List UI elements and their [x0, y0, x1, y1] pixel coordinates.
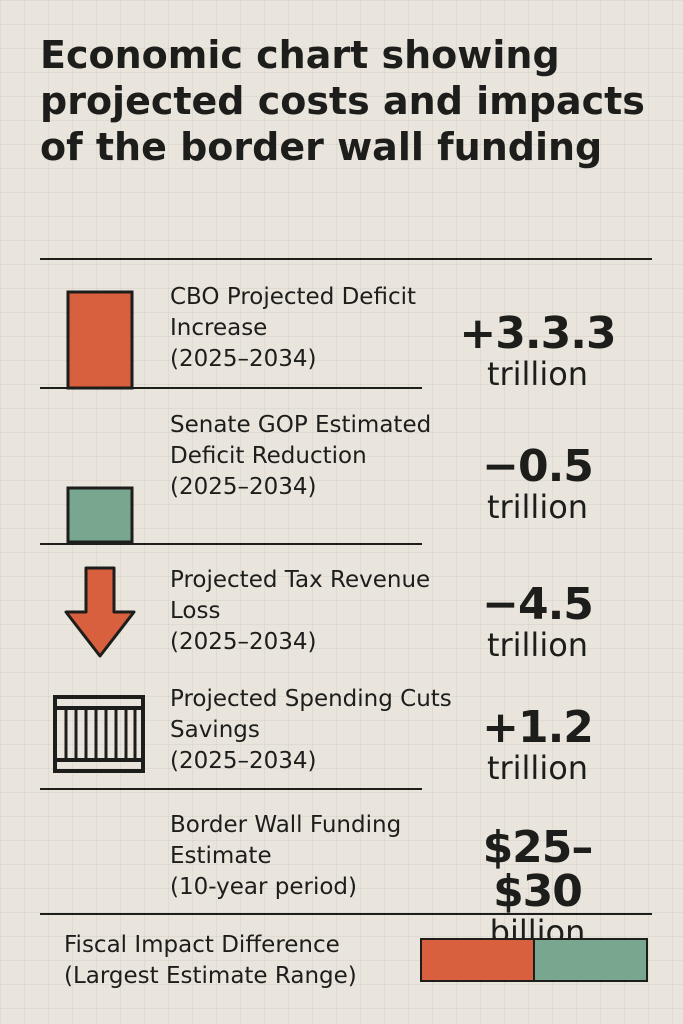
row-0-divider	[40, 387, 422, 389]
row-2-value: −4.5 trillion	[445, 579, 630, 664]
row-3-divider	[40, 788, 422, 790]
row-2-unit: trillion	[486, 626, 589, 664]
row-3-value: +1.2 trillion	[445, 702, 630, 787]
bar-tall-rect	[66, 290, 134, 390]
row-4-title: Border Wall Funding Estimate	[170, 812, 402, 869]
fence-icon	[53, 695, 145, 773]
row-2-number: −4.5	[482, 579, 594, 630]
row-2-title: Projected Tax Revenue Loss	[170, 567, 431, 624]
legend-bar	[420, 938, 648, 982]
legend-title: Fiscal Impact Difference	[64, 932, 340, 958]
legend-segment-1	[533, 940, 646, 980]
bottom-divider	[40, 913, 652, 915]
row-0-value: +3.3.3 trillion	[445, 308, 630, 393]
bar-short-rect	[66, 486, 134, 544]
chart-title: Economic chart showing projected costs a…	[40, 33, 645, 169]
row-4-label: Border Wall Funding Estimate (10-year pe…	[170, 810, 460, 903]
row-0-label: CBO Projected Deficit Increase (2025–203…	[170, 282, 460, 375]
row-1-number: −0.5	[482, 441, 594, 492]
row-3-unit: trillion	[486, 749, 589, 787]
row-0-period: (2025–2034)	[170, 346, 317, 372]
row-2-period: (2025–2034)	[170, 629, 317, 655]
legend-label: Fiscal Impact Difference (Largest Estima…	[64, 930, 404, 992]
row-4-period: (10-year period)	[170, 874, 357, 900]
down-arrow-icon	[64, 566, 136, 658]
row-4-value: $25–$30 billion	[445, 822, 630, 949]
bar-tall-icon	[66, 290, 134, 390]
bar-short-icon	[66, 486, 134, 544]
row-3-label: Projected Spending Cuts Savings (2025–20…	[170, 684, 460, 777]
row-1-unit: trillion	[486, 488, 589, 526]
row-1-value: −0.5 trillion	[445, 441, 630, 526]
row-4-number: $25–$30	[482, 822, 594, 917]
row-1-label: Senate GOP Estimated Deficit Reduction (…	[170, 410, 460, 503]
row-1-divider	[40, 543, 422, 545]
row-1-period: (2025–2034)	[170, 474, 317, 500]
row-3-title: Projected Spending Cuts Savings	[170, 686, 452, 743]
row-0-title: CBO Projected Deficit Increase	[170, 284, 417, 341]
row-1-title: Senate GOP Estimated Deficit Reduction	[170, 412, 432, 469]
legend-segment-0	[422, 940, 533, 980]
row-3-number: +1.2	[482, 702, 594, 753]
row-3-period: (2025–2034)	[170, 748, 317, 774]
row-0-number: +3.3.3	[459, 308, 616, 359]
down-arrow-shape	[64, 566, 136, 658]
legend-subtitle: (Largest Estimate Range)	[64, 963, 357, 989]
row-2-label: Projected Tax Revenue Loss (2025–2034)	[170, 565, 460, 658]
top-divider	[40, 258, 652, 260]
row-0-unit: trillion	[486, 355, 589, 393]
